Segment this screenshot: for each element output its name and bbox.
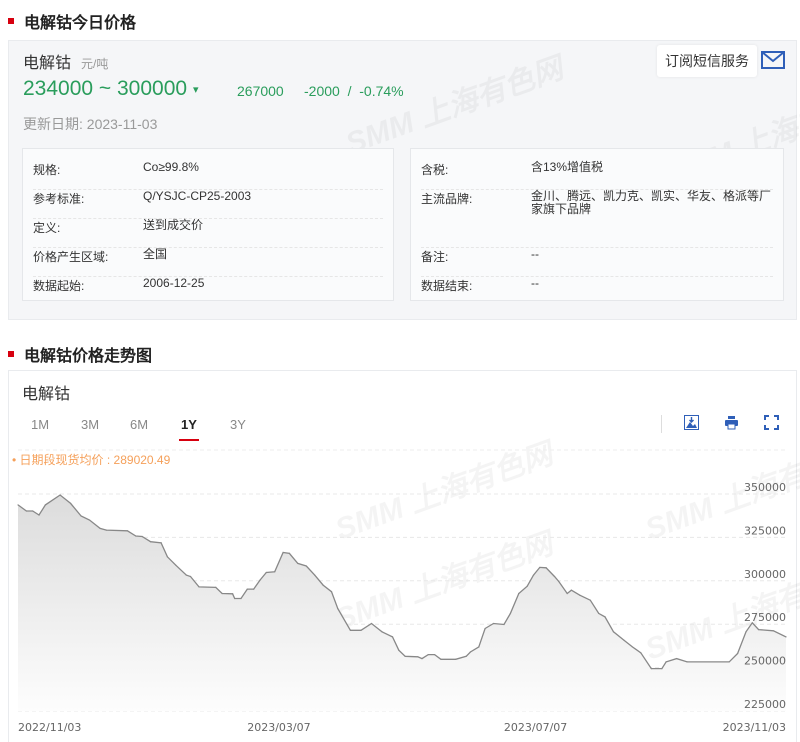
- spec-value: 2006-12-25: [143, 276, 205, 290]
- update-date-value: 2023-11-03: [86, 116, 158, 132]
- watermark: SMM 上海有色网: [338, 43, 568, 162]
- product-name: 电解钴 元/吨: [23, 49, 108, 73]
- section-title-today-price: 电解钴今日价格: [8, 9, 136, 33]
- title-marker: [8, 351, 14, 357]
- spec-row: 数据起始: 2006-12-25: [33, 277, 383, 299]
- spec-row: 参考标准: Q/YSJC-CP25-2003: [33, 190, 383, 219]
- image-download-icon[interactable]: [684, 415, 699, 435]
- envelope-icon[interactable]: [761, 51, 785, 74]
- chart-panel-title: 电解钴: [22, 386, 71, 403]
- spec-value: 含13%增值税: [531, 160, 604, 174]
- spec-value: 全国: [143, 247, 168, 261]
- price-unit: 元/吨: [81, 57, 109, 71]
- spec-row: 含税: 含13%增值税: [421, 161, 773, 190]
- update-label: 更新日期:: [23, 116, 83, 132]
- subscribe-sms-button[interactable]: 订阅短信服务: [657, 45, 757, 77]
- tab-1y[interactable]: 1Y: [179, 417, 199, 441]
- spec-value: Co≥99.8%: [143, 160, 199, 174]
- spec-row: 价格产生区域: 全国: [33, 248, 383, 277]
- spec-row: 备注: --: [421, 248, 773, 277]
- fullscreen-icon[interactable]: [764, 415, 779, 435]
- average-price-legend: • 日期段现货均价 : 289020.49: [12, 451, 170, 468]
- price-range: 234000 ~ 300000 ▾: [23, 77, 198, 101]
- spec-table-right: 含税: 含13%增值税 主流品牌: 金川、腾远、凯力克、凯实、华友、格派等厂家旗下品…: [410, 148, 784, 301]
- update-date: 更新日期: 2023-11-03: [23, 114, 157, 134]
- spec-key: 备注:: [421, 250, 449, 264]
- spec-row: 数据结束: --: [421, 277, 773, 299]
- price-change: -2000 / -0.74%: [304, 83, 404, 99]
- tab-6m[interactable]: 6M: [130, 417, 149, 432]
- spec-key: 定义:: [33, 221, 61, 235]
- spec-key: 数据结束:: [421, 279, 473, 293]
- spec-key: 主流品牌:: [421, 192, 473, 206]
- spec-key: 价格产生区域:: [33, 250, 109, 264]
- spec-row: 规格: Co≥99.8%: [33, 161, 383, 190]
- mid-price: 267000: [237, 83, 284, 99]
- section-title-trend: 电解钴价格走势图: [8, 342, 152, 366]
- print-icon[interactable]: [724, 415, 739, 435]
- spec-key: 规格:: [33, 163, 61, 177]
- section-title-text: 电解钴今日价格: [24, 15, 137, 32]
- spec-value: 金川、腾远、凯力克、凯实、华友、格派等厂家旗下品牌: [531, 189, 772, 216]
- tab-3y[interactable]: 3Y: [230, 417, 246, 432]
- spec-key: 含税:: [421, 163, 449, 177]
- spec-value: --: [531, 247, 539, 261]
- section-title-text: 电解钴价格走势图: [24, 348, 153, 365]
- spec-table-left: 规格: Co≥99.8% 参考标准: Q/YSJC-CP25-2003 定义: 送到成…: [22, 148, 394, 301]
- product-name-text: 电解钴: [23, 55, 72, 72]
- tab-1m[interactable]: 1M: [31, 417, 50, 432]
- spec-value: 送到成交价: [143, 218, 204, 232]
- spec-key: 参考标准:: [33, 192, 85, 206]
- down-arrow-icon: ▾: [192, 83, 199, 96]
- tab-3m[interactable]: 3M: [81, 417, 100, 432]
- title-marker: [8, 18, 14, 24]
- spec-row: 主流品牌: 金川、腾远、凯力克、凯实、华友、格派等厂家旗下品牌: [421, 190, 773, 248]
- spec-row: 定义: 送到成交价: [33, 219, 383, 248]
- change-percent: -0.74%: [359, 83, 404, 99]
- spec-value: --: [531, 276, 539, 290]
- spec-key: 数据起始:: [33, 279, 85, 293]
- legend-dot: •: [12, 453, 20, 467]
- spec-value: Q/YSJC-CP25-2003: [143, 189, 252, 203]
- toolbar-divider: [661, 415, 662, 433]
- chart-panel: 电解钴 1M 3M 6M 1Y 3Y • 日期段现货均价 : 289020.49: [8, 370, 797, 742]
- change-value: -2000: [304, 83, 340, 99]
- average-price-text: 日期段现货均价 : 289020.49: [19, 453, 171, 467]
- price-range-text: 234000 ~ 300000: [23, 77, 188, 100]
- change-separator: /: [347, 83, 352, 99]
